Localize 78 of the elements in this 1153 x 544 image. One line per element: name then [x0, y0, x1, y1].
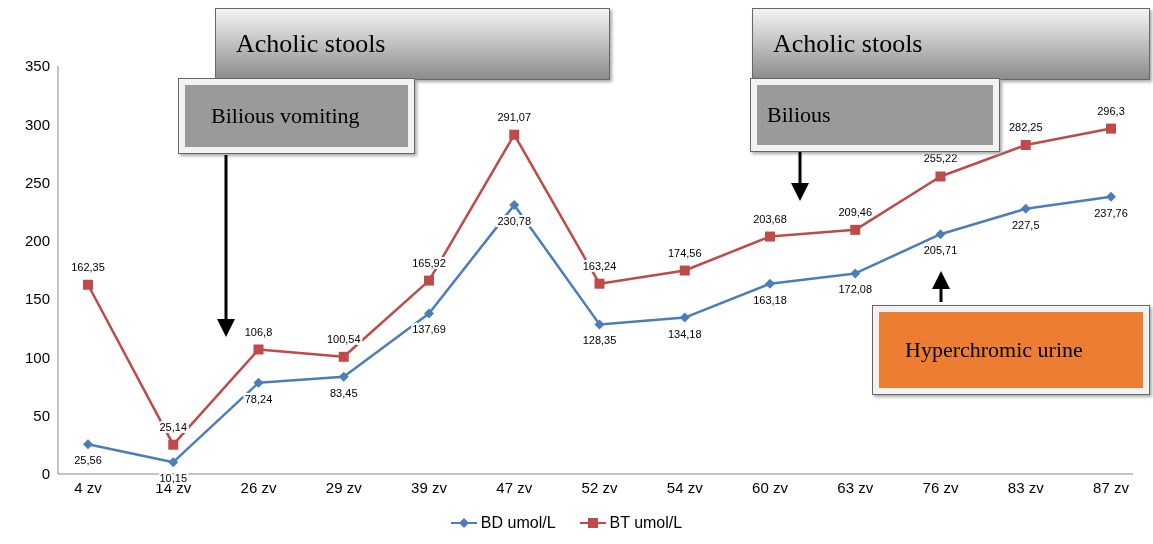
point	[424, 275, 434, 286]
point	[509, 199, 520, 210]
point	[338, 371, 349, 382]
point	[850, 268, 861, 279]
x-tick-label: 52 zv	[581, 478, 618, 496]
data-label: 78,24	[244, 392, 273, 405]
data-label: 106,8	[244, 325, 273, 338]
annotation: Bilious vomiting	[185, 85, 408, 147]
point	[424, 308, 434, 319]
y-tick-label: 250	[24, 173, 50, 191]
y-tick-label: 100	[24, 348, 50, 366]
data-label: 163,18	[753, 293, 787, 306]
text-box: Bilious vomiting	[178, 78, 415, 154]
point	[1020, 203, 1031, 214]
annotation: Hyperchromic urine	[879, 312, 1143, 388]
data-label: 205,71	[923, 244, 958, 257]
legend-label: BT umol/L	[608, 514, 683, 532]
data-label: 83,45	[329, 386, 358, 399]
data-label: 203,68	[753, 212, 787, 225]
x-tick-label: 26 zv	[240, 478, 277, 496]
x-tick-label: 29 zv	[325, 478, 363, 496]
y-tick-label: 200	[24, 232, 50, 250]
text-box: Hyperchromic urine	[872, 305, 1150, 395]
point	[765, 231, 775, 242]
y-tick-label: 50	[33, 407, 50, 425]
data-label: 25,56	[74, 454, 102, 467]
data-label: 237,76	[1094, 206, 1128, 219]
point	[935, 171, 946, 182]
x-tick-label: 60 zv	[752, 478, 789, 496]
data-label: 128,35	[582, 334, 617, 347]
point	[168, 457, 179, 468]
x-tick-label: 83 zv	[1007, 478, 1045, 496]
text-box: Bilious	[750, 78, 1000, 152]
data-label: 255,22	[923, 152, 958, 165]
data-label: 100,54	[326, 332, 361, 345]
data-label: 227,5	[1011, 218, 1040, 231]
point	[253, 377, 264, 388]
point	[765, 278, 775, 289]
legend-label: BD umol/L	[479, 514, 556, 532]
data-label: 134,18	[667, 327, 702, 340]
data-label: 137,69	[412, 323, 446, 336]
y-tick-label: 150	[24, 290, 50, 308]
data-label: 209,46	[838, 205, 873, 218]
data-label: 291,07	[497, 110, 532, 123]
y-tick-label: 300	[24, 115, 50, 133]
point	[253, 344, 264, 355]
x-tick-label: 4 zv	[74, 478, 103, 496]
point	[679, 312, 690, 323]
data-label: 174,56	[667, 246, 702, 259]
point	[83, 439, 93, 450]
point	[1020, 139, 1031, 150]
data-label: 172,08	[838, 283, 873, 296]
data-label: 10,15	[159, 472, 188, 485]
point	[594, 319, 605, 330]
text-box: Acholic stools	[215, 8, 610, 80]
annotation: Bilious	[757, 85, 993, 145]
x-tick-label: 39 zv	[411, 478, 448, 496]
x-tick-label: 63 zv	[837, 478, 874, 496]
y-tick-label: 350	[24, 57, 50, 75]
point	[83, 279, 93, 290]
point	[594, 278, 605, 289]
point	[850, 224, 861, 235]
x-tick-label: 47 zv	[496, 478, 533, 496]
point	[168, 439, 179, 450]
y-tick-label: 0	[41, 465, 50, 483]
data-label: 162,35	[71, 260, 105, 273]
point	[509, 129, 520, 140]
point	[1106, 191, 1116, 202]
point	[338, 351, 349, 362]
text-box: Acholic stools	[752, 8, 1150, 80]
point	[1106, 123, 1116, 134]
data-label: 282,25	[1008, 120, 1043, 133]
point	[935, 229, 946, 240]
x-tick-label: 76 zv	[922, 478, 959, 496]
point	[679, 265, 690, 276]
data-label: 296,3	[1097, 104, 1125, 117]
x-tick-label: 54 zv	[666, 478, 704, 496]
x-tick-label: 87 zv	[1093, 478, 1130, 496]
